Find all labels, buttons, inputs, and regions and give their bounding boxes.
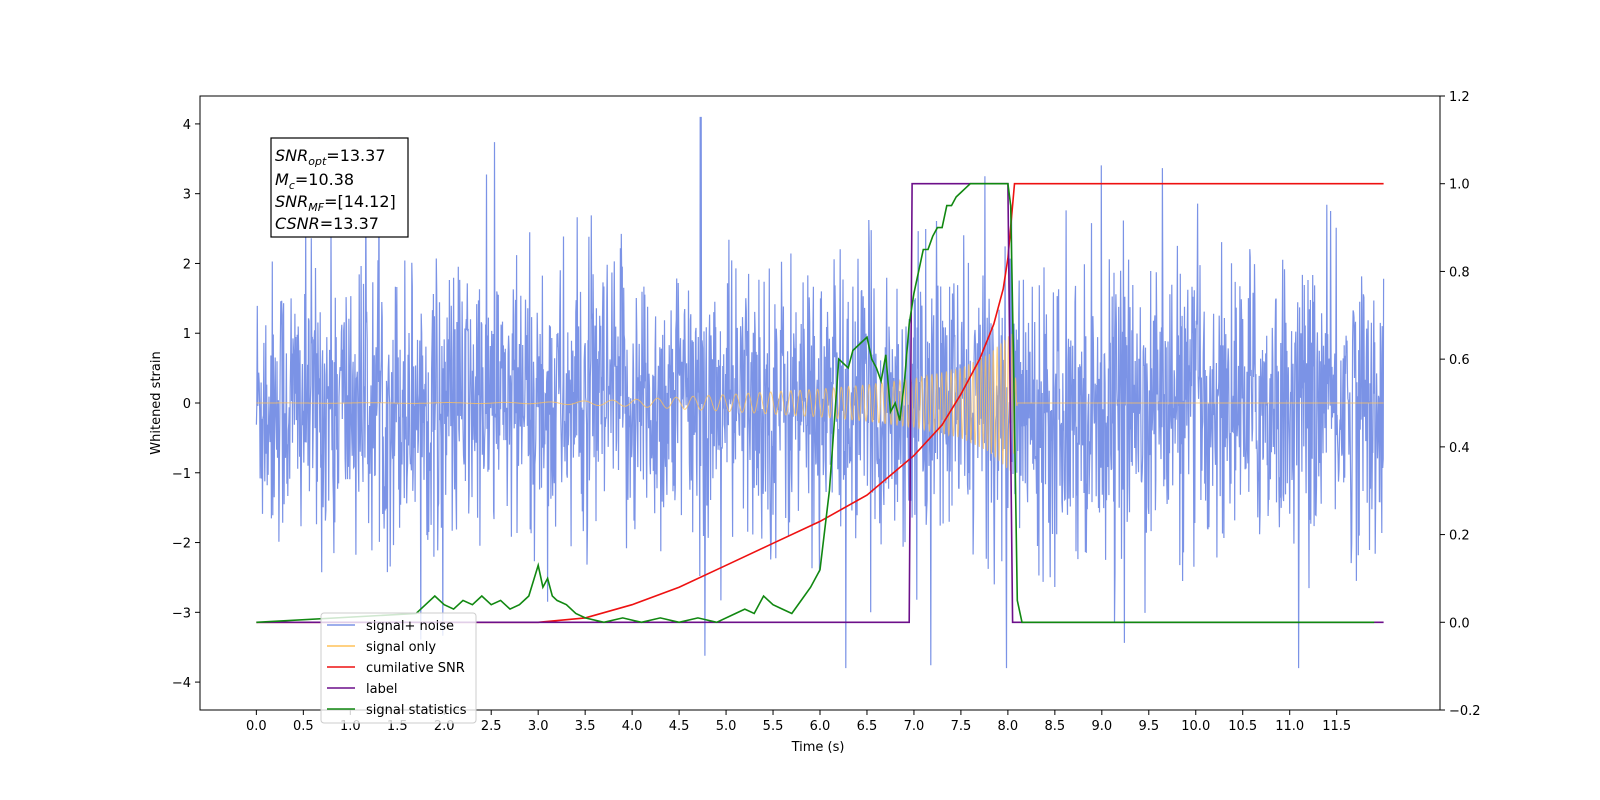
x-tick-label: 5.5 xyxy=(763,719,784,734)
legend-label-signal-noise: signal+ noise xyxy=(366,619,454,634)
legend-label-signal-statistics: signal statistics xyxy=(366,703,467,718)
y2-tick-label: 0.2 xyxy=(1449,529,1470,544)
series-layer xyxy=(255,116,1385,669)
x-tick-label: 11.0 xyxy=(1275,719,1304,734)
y-tick-label: 4 xyxy=(183,118,191,133)
y-axis-label: Whitened strain xyxy=(149,351,164,454)
legend-item-signal-only: signal only xyxy=(327,640,436,655)
y-tick-label: −4 xyxy=(172,676,191,691)
x-tick-label: 7.5 xyxy=(951,719,972,734)
info-snr-opt: SNRopt=13.37 xyxy=(275,146,386,168)
x-tick-label: 6.0 xyxy=(810,719,831,734)
legend-item-cumulative-snr: cumilative SNR xyxy=(327,661,465,676)
x-tick-label: 7.0 xyxy=(904,719,925,734)
legend-label-signal-only: signal only xyxy=(366,640,436,655)
x-tick-label: 3.0 xyxy=(528,719,549,734)
info-box-frame xyxy=(270,137,409,238)
y2-tick-label: 0.4 xyxy=(1449,441,1470,456)
legend-item-label: label xyxy=(327,682,397,697)
y-tick-label: 2 xyxy=(183,257,191,272)
info-csnr: CSNR=13.37 xyxy=(275,214,379,233)
y2-tick-label: 0.8 xyxy=(1449,265,1470,280)
y-tick-label: −3 xyxy=(172,606,191,621)
series-signal-statistics xyxy=(256,182,1375,624)
y-tick-label: 3 xyxy=(183,188,191,203)
x-axis-label: Time (s) xyxy=(791,740,845,755)
legend-frame xyxy=(320,612,477,724)
x-tick-label: 8.0 xyxy=(998,719,1019,734)
legend-label-cumulative-snr: cumilative SNR xyxy=(366,661,465,676)
x-tick-label: 2.5 xyxy=(481,719,502,734)
info-chirp-mass: Mc=10.38 xyxy=(275,170,354,192)
series-signal-noise xyxy=(255,116,1385,669)
x-tick-label: 10.0 xyxy=(1181,719,1210,734)
y2-tick-label: 0.0 xyxy=(1449,616,1470,631)
legend: signal+ noise signal only cumilative SNR… xyxy=(320,612,477,724)
y-tick-label: 1 xyxy=(183,327,191,342)
y2-tick-label: 1.0 xyxy=(1449,178,1470,193)
x-tick-label: 11.5 xyxy=(1322,719,1351,734)
y2-tick-label: −0.2 xyxy=(1449,704,1481,719)
info-snr-mf: SNRMF=[14.12] xyxy=(275,192,396,214)
legend-label-label: label xyxy=(366,682,397,697)
y-tick-label: −2 xyxy=(172,537,191,552)
x-tick-label: 0.0 xyxy=(246,719,267,734)
x-tick-label: 4.0 xyxy=(622,719,643,734)
x-tick-label: 8.5 xyxy=(1045,719,1066,734)
y-tick-label: 0 xyxy=(183,397,191,412)
series-signal-only xyxy=(256,333,1384,471)
y2-tick-label: 0.6 xyxy=(1449,353,1470,368)
x-tick-label: 3.5 xyxy=(575,719,596,734)
x-tick-label: 6.5 xyxy=(857,719,878,734)
x-tick-label: 5.0 xyxy=(716,719,737,734)
legend-item-signal-statistics: signal statistics xyxy=(327,703,467,718)
x-tick-label: 0.5 xyxy=(293,719,314,734)
info-box: SNRopt=13.37 Mc=10.38 SNRMF=[14.12] CSNR… xyxy=(270,137,409,238)
y-tick-label: −1 xyxy=(172,467,191,482)
x-tick-label: 4.5 xyxy=(669,719,690,734)
x-tick-label: 10.5 xyxy=(1228,719,1257,734)
legend-item-signal-noise: signal+ noise xyxy=(327,619,454,634)
x-tick-label: 9.0 xyxy=(1091,719,1112,734)
y2-tick-label: 1.2 xyxy=(1449,90,1470,105)
x-tick-label: 9.5 xyxy=(1138,719,1159,734)
